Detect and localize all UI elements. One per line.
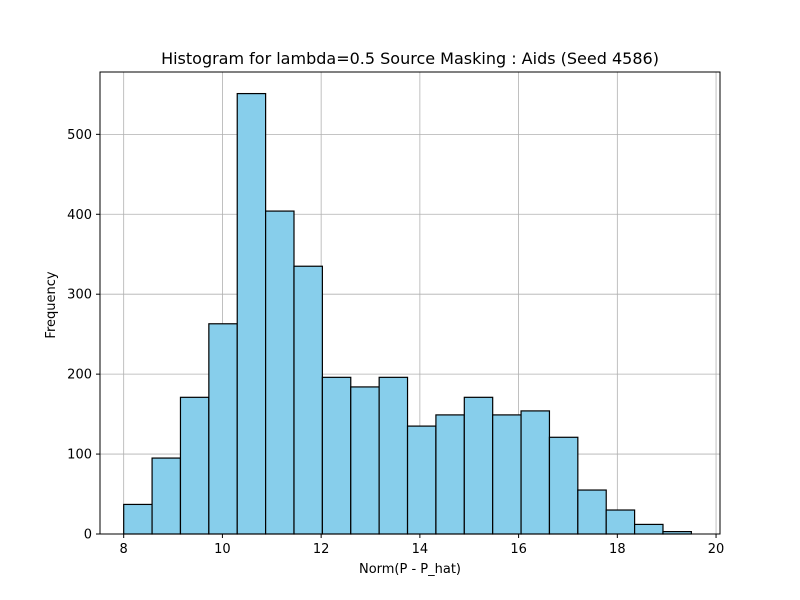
x-tick-label: 16 (510, 542, 527, 557)
bars (123, 92, 692, 535)
histogram-bar (520, 410, 551, 535)
y-tick-label: 300 (67, 288, 92, 303)
x-tick-label: 18 (609, 542, 626, 557)
histogram-bar (577, 489, 607, 535)
histogram-bar (265, 210, 295, 535)
histogram-bar (435, 414, 465, 535)
axes (99, 71, 721, 535)
histogram-bar (406, 425, 437, 535)
y-tick-label: 200 (67, 368, 92, 383)
histogram-bar (378, 376, 409, 535)
y-tick-label: 0 (84, 528, 92, 543)
histogram-bar (321, 376, 352, 535)
x-tick-label: 10 (214, 542, 231, 557)
y-axis-ticks: 0 100 200 300 400 500 (67, 128, 100, 543)
x-tick-label: 14 (412, 542, 429, 557)
histogram-bar (151, 457, 182, 535)
y-tick-label: 100 (67, 448, 92, 463)
histogram-bar (605, 509, 636, 535)
histogram-bar (492, 414, 522, 535)
histogram-bar (548, 436, 579, 535)
x-axis-ticks: 8 10 12 14 16 18 20 (120, 534, 725, 557)
x-tick-label: 8 (120, 542, 128, 557)
histogram-bar (123, 503, 153, 535)
chart-title: Histogram for lambda=0.5 Source Masking … (161, 49, 659, 68)
x-tick-label: 20 (708, 542, 725, 557)
y-tick-label: 500 (67, 128, 92, 143)
y-tick-label: 400 (67, 208, 92, 223)
x-tick-label: 12 (313, 542, 330, 557)
histogram-bar (293, 265, 323, 535)
histogram-bar (634, 523, 664, 535)
histogram-bar (236, 92, 267, 535)
histogram-bar (208, 323, 238, 535)
histogram-bar (463, 396, 494, 535)
x-axis-label: Norm(P - P_hat) (359, 562, 461, 577)
y-axis-label: Frequency (44, 271, 59, 338)
histogram-bar (350, 386, 380, 535)
histogram-bar (179, 396, 210, 535)
plot-frame (99, 71, 721, 535)
